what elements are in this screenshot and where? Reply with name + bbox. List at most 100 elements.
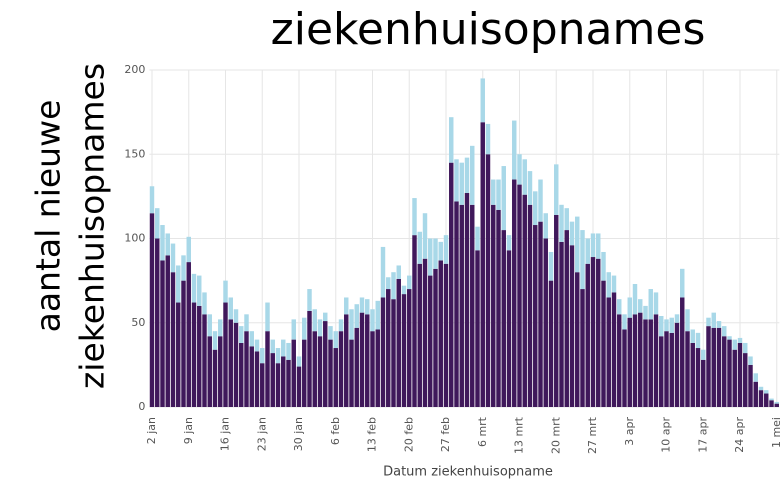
bar [401,285,407,295]
bar [359,312,365,407]
bar [732,339,737,350]
bar [506,250,512,407]
bar [239,342,244,407]
bar [643,305,648,320]
bar [648,319,653,407]
bar [491,179,496,205]
bar [176,265,181,303]
bar [307,289,312,311]
bar [170,243,176,273]
bar [680,297,685,407]
bar [606,297,611,407]
bar [701,349,706,360]
bar [622,314,627,330]
bar [659,336,664,407]
bar [701,359,706,407]
bar [653,292,659,315]
bar [155,208,160,239]
bar [291,319,296,340]
bar [433,238,438,269]
bar [223,302,228,407]
bar [239,326,244,343]
bar [386,289,391,407]
bar [590,257,596,407]
bar [207,336,212,407]
bar [622,329,627,407]
bar [538,179,543,222]
bar [233,322,239,407]
bar [554,214,559,407]
bar [443,263,449,407]
bar [517,184,522,407]
bar [275,363,281,407]
bar [412,198,417,236]
bar [281,356,286,407]
bar [380,246,386,298]
bar [774,403,779,407]
bar [401,294,407,407]
bar [296,366,302,407]
bar [197,275,202,306]
bar [454,201,459,407]
x-tick-label: 6 feb [329,417,342,445]
x-tick-label: 30 jan [292,417,305,451]
bar [254,339,260,352]
bar [470,145,475,205]
x-tick-label: 20 mrt [549,416,562,454]
bar [149,213,155,407]
bar [370,309,375,332]
bar [575,272,580,407]
bar [580,230,585,290]
bar [391,299,396,407]
bar [433,268,438,407]
bar [569,245,575,407]
bar [627,317,632,407]
bar [480,78,485,123]
bar [475,250,480,407]
bar [685,309,690,332]
bar [338,319,344,332]
bar [354,304,359,328]
bar [286,359,291,407]
bar [632,314,638,407]
x-tick-label: 27 feb [439,417,452,452]
bar [212,331,218,350]
bar [233,309,239,323]
bar [286,342,291,360]
bar [548,251,554,281]
bar [496,179,501,210]
x-tick-label: 16 jan [219,417,232,451]
bar [716,327,722,407]
bar [417,263,422,407]
bar [517,154,522,185]
bar [643,319,648,407]
bar [202,314,207,407]
bar [302,339,307,407]
bar [186,236,191,263]
bar [407,275,412,290]
x-tick-label: 3 apr [623,417,636,446]
y-tick-label: 150 [124,147,145,160]
bar [459,204,464,407]
bar [743,353,748,407]
bar [176,302,181,407]
bar [349,309,354,340]
bar [160,260,165,407]
bar [428,275,433,407]
x-tick-label: 20 feb [402,417,415,452]
bar [659,316,664,337]
x-tick-label: 17 apr [696,417,709,453]
bar [386,277,391,290]
bar [737,342,743,407]
bar [575,216,580,273]
bar [664,319,669,332]
x-tick-label: 13 mrt [513,416,526,454]
bar [543,213,548,239]
bar [501,166,506,231]
bar [722,326,727,337]
bar [769,400,774,407]
bar [543,238,548,407]
bar [617,299,622,315]
bar [396,265,401,279]
